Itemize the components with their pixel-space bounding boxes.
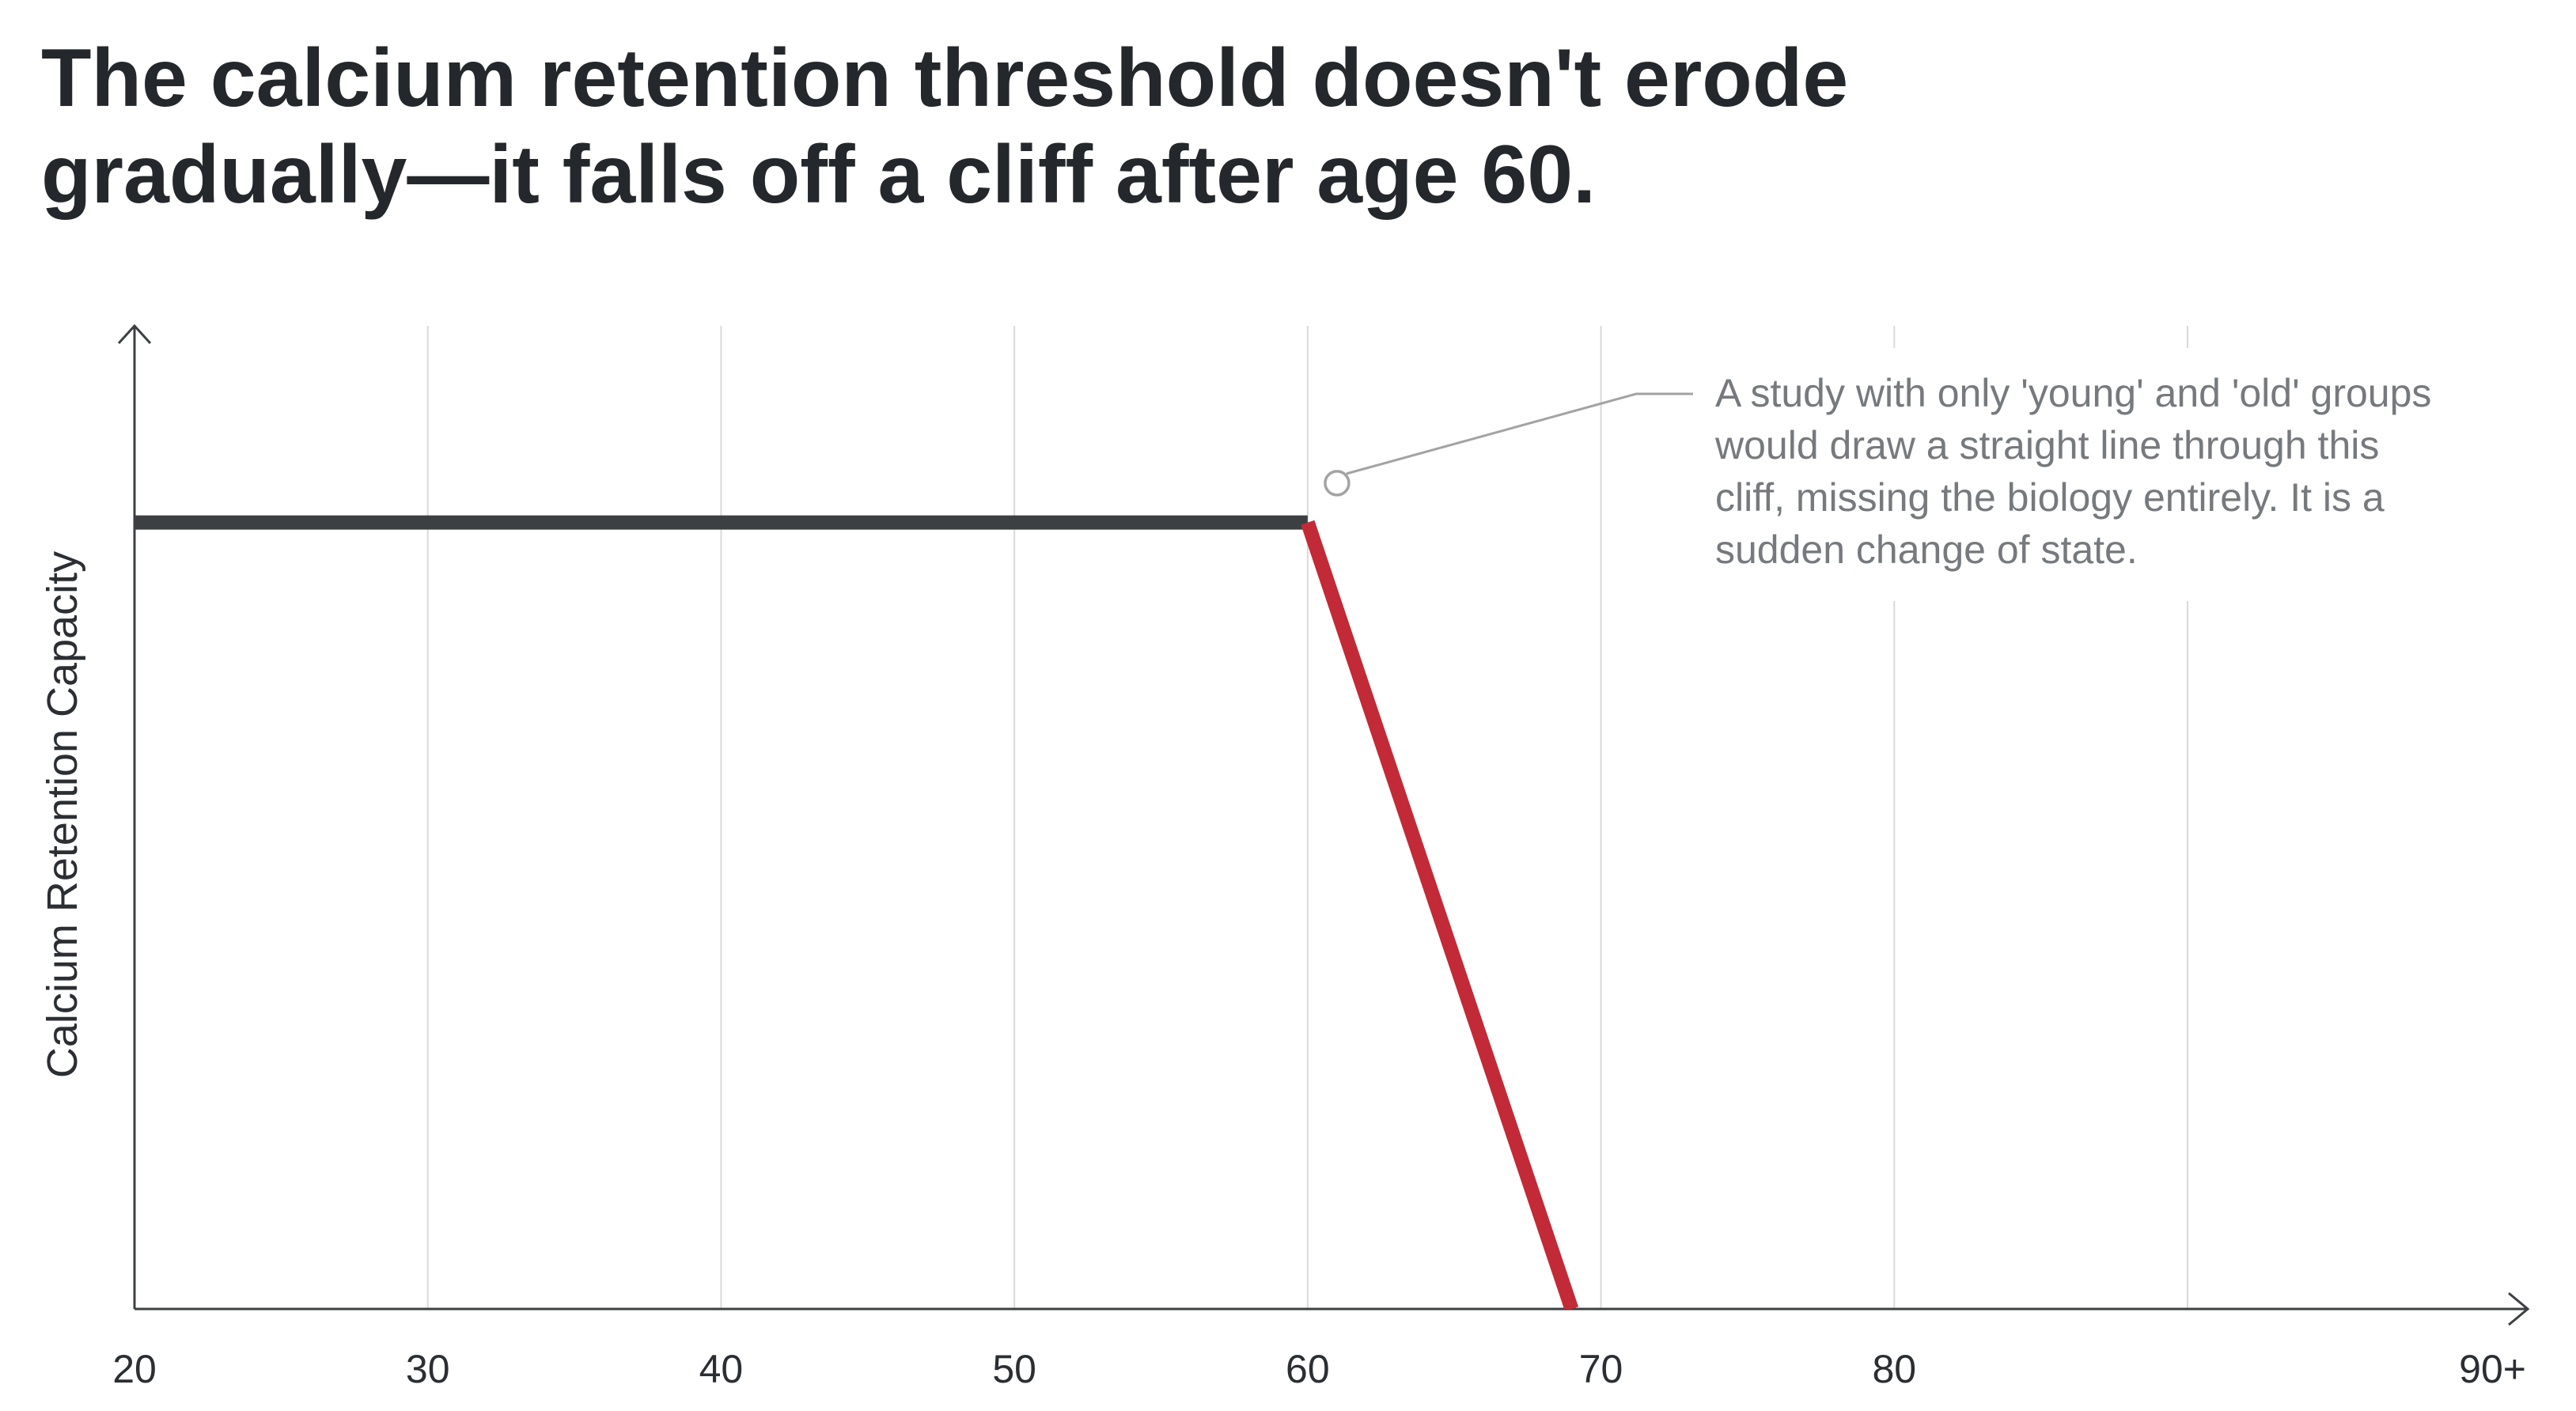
chart-title-line-1: The calcium retention threshold doesn't … xyxy=(41,32,1848,124)
annotation-text-line-1: A study with only 'young' and 'old' grou… xyxy=(1715,371,2431,415)
annotation-background xyxy=(1699,348,2522,601)
annotation-text-line-2: would draw a straight line through this xyxy=(1714,423,2379,467)
y-axis-arrow xyxy=(117,323,152,345)
annotation-leader-line xyxy=(1346,392,1693,475)
x-tick-labels: 20 30 40 50 60 70 80 90+ xyxy=(112,1347,2526,1391)
x-tick-label-40: 40 xyxy=(699,1347,744,1391)
annotation-text-line-4: sudden change of state. xyxy=(1715,528,2138,572)
axes xyxy=(117,323,2530,1326)
annotation-text-line-3: cliff, missing the biology entirely. It … xyxy=(1715,475,2385,520)
annotation-knockout xyxy=(1699,348,2522,601)
y-axis-label: Calcium Retention Capacity xyxy=(39,551,86,1078)
annotation: A study with only 'young' and 'old' grou… xyxy=(1324,371,2431,572)
x-tick-label-70: 70 xyxy=(1579,1347,1623,1391)
annotation-marker xyxy=(1324,470,1351,497)
x-tick-label-80: 80 xyxy=(1872,1347,1916,1391)
chart-title-line-2: gradually—it falls off a cliff after age… xyxy=(41,129,1596,221)
x-tick-label-50: 50 xyxy=(992,1347,1036,1391)
x-tick-label-90plus: 90+ xyxy=(2459,1347,2526,1391)
series xyxy=(134,515,1579,1309)
x-tick-label-20: 20 xyxy=(112,1347,157,1391)
x-tick-label-60: 60 xyxy=(1286,1347,1330,1391)
x-tick-label-30: 30 xyxy=(406,1347,450,1391)
x-axis-arrow xyxy=(2508,1292,2530,1326)
chart-title: The calcium retention threshold doesn't … xyxy=(41,32,1848,221)
series-segment-cliff xyxy=(1301,520,1579,1309)
